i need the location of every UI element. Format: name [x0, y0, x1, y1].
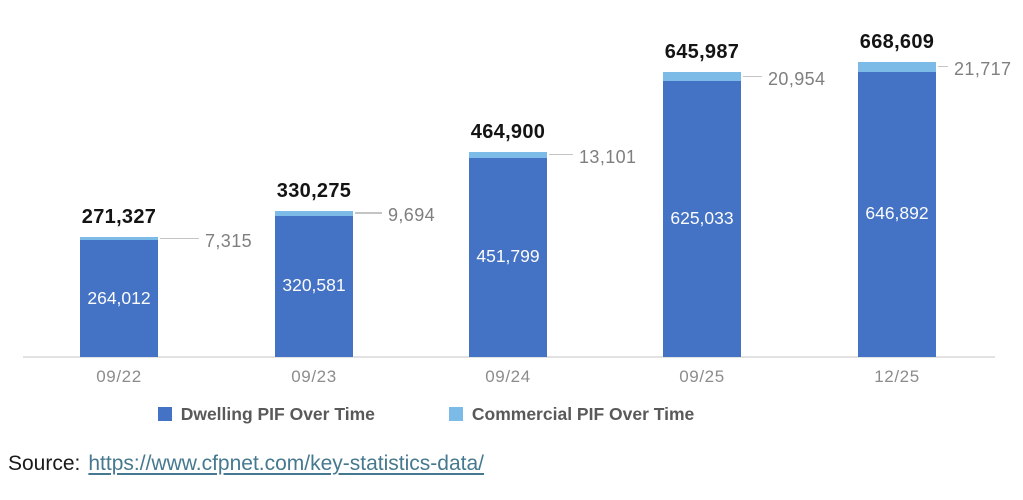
dwelling-swatch-icon [157, 407, 172, 421]
dwelling-bar [275, 215, 353, 357]
legend-item-dwelling: Dwelling PIF Over Time [157, 403, 375, 425]
source-link[interactable]: https://www.cfpnet.com/key-statistics-da… [88, 452, 485, 475]
total-label: 668,609 [859, 30, 935, 53]
callout-line [549, 153, 573, 156]
legend-label-dwelling: Dwelling PIF Over Time [180, 403, 375, 424]
source-line: Source: https://www.cfpnet.com/key-statis… [8, 452, 484, 476]
x-axis-label: 09/23 [291, 367, 337, 386]
commercial-bar [275, 211, 353, 216]
x-axis-label: 12/25 [874, 367, 920, 386]
commercial-bar [80, 237, 158, 241]
commercial-bar [663, 71, 741, 82]
total-label: 645,987 [664, 40, 740, 63]
total-label: 271,327 [81, 206, 157, 229]
dwelling-value-label: 625,033 [670, 208, 734, 229]
dwelling-bar [663, 81, 741, 357]
dwelling-value-label: 451,799 [476, 246, 540, 267]
legend: Dwelling PIF Over Time Commercial PIF Ov… [23, 400, 829, 428]
legend-label-commercial: Commercial PIF Over Time [471, 403, 695, 424]
commercial-swatch-icon [448, 407, 463, 421]
total-label: 464,900 [470, 120, 546, 143]
commercial-callout-label: 20,954 [768, 68, 826, 89]
total-label: 330,275 [276, 180, 352, 203]
dwelling-bar [469, 157, 547, 357]
commercial-bar [469, 151, 547, 158]
x-axis-label: 09/25 [679, 367, 725, 386]
dwelling-bar [858, 71, 936, 357]
commercial-callout-label: 21,717 [954, 58, 1012, 79]
callout-line [160, 237, 199, 240]
commercial-callout-label: 7,315 [205, 230, 253, 251]
callout-line [355, 212, 382, 214]
source-label: Source: [8, 452, 81, 475]
dwelling-bar [80, 240, 158, 357]
commercial-callout-label: 13,101 [579, 146, 637, 167]
dwelling-value-label: 264,012 [87, 287, 151, 308]
callout-line [938, 65, 948, 68]
legend-item-commercial: Commercial PIF Over Time [448, 403, 695, 425]
x-axis-line [23, 356, 995, 358]
dwelling-value-label: 320,581 [282, 275, 346, 296]
x-axis-label: 09/24 [485, 367, 531, 386]
commercial-callout-label: 9,694 [388, 205, 436, 226]
dwelling-value-label: 646,892 [865, 203, 929, 224]
commercial-bar [858, 61, 936, 72]
callout-line [743, 75, 762, 78]
x-axis-label: 09/22 [96, 367, 142, 386]
